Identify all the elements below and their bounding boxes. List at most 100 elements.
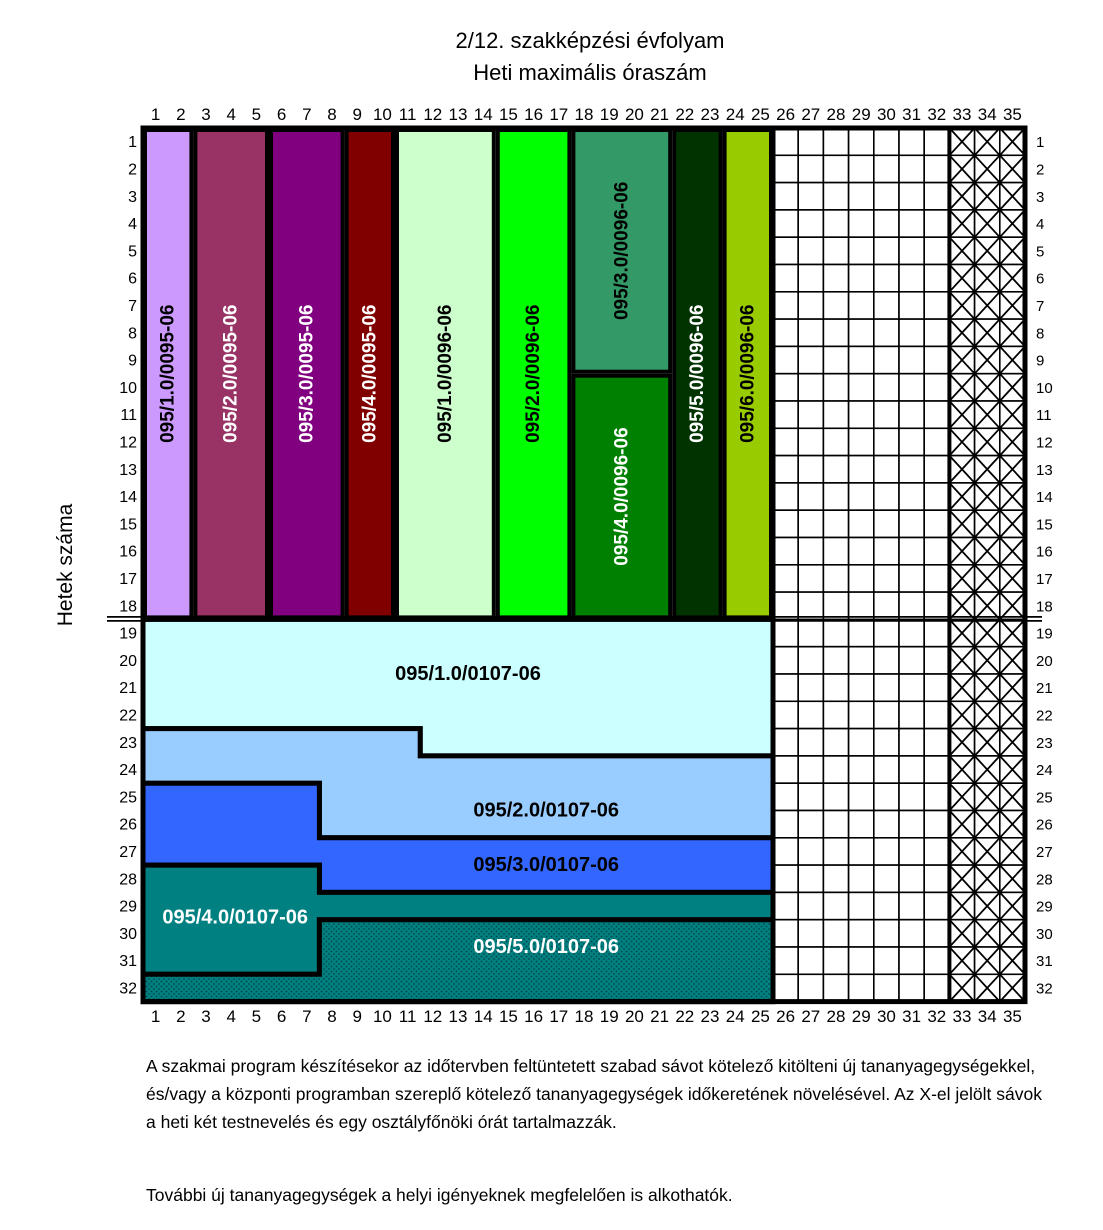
row-number-right: 26 [1036,817,1053,834]
grid-cell [847,372,875,402]
column-number-bottom: 4 [226,1007,235,1026]
column-block [269,128,345,620]
grid-cell [847,427,875,457]
outer-frame [140,125,1028,1005]
column-number-bottom: 12 [423,1007,442,1026]
grid-cell [822,482,850,511]
grid-cell [822,946,850,976]
grid-cell [797,263,825,293]
grid-cell [847,236,875,266]
x-mark [948,536,976,566]
column-number-top: 29 [852,105,871,124]
x-mark [973,482,1001,511]
x-mark [948,209,976,238]
row-number-left: 28 [119,871,137,888]
grid-cell [898,973,926,1003]
column-number-top: 5 [252,105,261,124]
grid-cell [898,946,926,976]
grid-cell [797,482,825,511]
x-mark [973,400,1001,429]
grid-cell [772,700,800,730]
x-mark [948,864,976,894]
grid-cell [872,891,900,921]
column-number-top: 13 [449,105,468,124]
x-mark [973,209,1001,238]
column-number-bottom: 33 [953,1007,972,1026]
row-number-left: 22 [119,707,137,724]
x-mark [948,891,976,921]
grid-cell [923,482,951,511]
column-number-bottom: 19 [600,1007,619,1026]
row-number-right: 10 [1036,380,1053,397]
x-mark [973,755,1001,784]
x-mark [973,973,1001,1003]
column-number-top: 1 [151,105,160,124]
grid-cell [872,700,900,730]
row-number-left: 3 [128,189,137,206]
x-mark [973,509,1001,539]
column-number-bottom: 26 [776,1007,795,1026]
x-mark [973,673,1001,702]
column-number-top: 34 [978,105,997,124]
row-number-right: 31 [1036,953,1053,970]
row-number-right: 32 [1036,980,1053,997]
grid-cell [872,591,900,621]
grid-cell [822,891,850,921]
grid-cell [847,263,875,293]
note-paragraph-2: További új tananyagegységek a helyi igén… [146,1185,733,1205]
column-block [571,373,673,620]
row-number-left: 31 [119,953,137,970]
row-number-right: 6 [1036,271,1044,288]
row-number-left: 14 [119,489,137,506]
row-number-right: 1 [1036,134,1044,151]
row-number-right: 13 [1036,462,1053,479]
x-mark [948,673,976,702]
grid-cell [898,809,926,839]
grid-cell [772,836,800,866]
x-mark [999,891,1026,921]
grid-cell [797,618,825,648]
x-mark [948,782,976,812]
grid-cell [797,454,825,484]
grid-cell [772,973,800,1003]
column-number-bottom: 27 [801,1007,820,1026]
grid-cell [772,591,800,621]
grid-cell [872,454,900,484]
grid-cell [898,236,926,266]
grid-cell [822,918,850,948]
grid-cell [847,618,875,648]
grid-cell [898,755,926,785]
grid-cell [898,563,926,593]
x-mark [948,700,976,730]
column-number-bottom: 5 [252,1007,261,1026]
row-number-right: 15 [1036,516,1053,533]
x-mark [973,181,1001,211]
grid-cell [872,236,900,266]
x-mark [999,673,1026,702]
grid-cell [872,400,900,430]
column-number-top: 18 [575,105,594,124]
column-number-bottom: 1 [151,1007,160,1026]
grid-cell [822,836,850,866]
grid-cell [772,454,800,484]
column-number-top: 15 [499,105,518,124]
grid-cell [923,454,951,484]
column-number-top: 8 [327,105,336,124]
grid-cell [898,673,926,703]
row-block-label: 095/4.0/0107-06 [162,907,308,929]
column-number-bottom: 8 [327,1007,336,1026]
grid-cell [923,154,951,184]
grid-cell [872,427,900,457]
grid-cell [847,864,875,894]
grid-cell [898,209,926,238]
x-mark [999,809,1026,839]
grid-cell [847,454,875,484]
grid-cell [797,809,825,839]
grid-cell [797,209,825,238]
row-number-right: 3 [1036,189,1044,206]
column-block-label: 095/5.0/0096-06 [687,304,708,442]
x-mark [999,427,1026,457]
row-number-left: 4 [128,216,137,233]
grid-cell [923,700,951,730]
grid-cell [797,727,825,757]
